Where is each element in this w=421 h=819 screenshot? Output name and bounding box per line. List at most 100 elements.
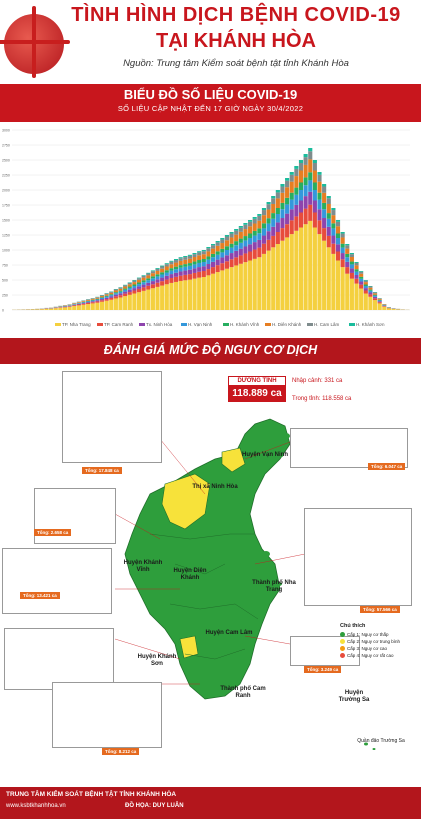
chart-bar-segment [238, 231, 243, 239]
chart-bar-segment [150, 288, 155, 310]
imported-count: Nhập cảnh: 331 ca [292, 378, 343, 384]
level-4-dot [340, 653, 345, 659]
legend-swatch [349, 323, 355, 327]
chart-bar-segment [345, 261, 350, 268]
chart-bar-segment [238, 226, 243, 228]
chart-bar-segment [155, 279, 160, 283]
chart-bar-segment [173, 266, 179, 270]
legend-item: H. Khánh Sơn [349, 322, 384, 327]
khanh-son-data-box [290, 636, 360, 666]
chart-bar-segment [331, 223, 336, 229]
chart-bar-segment [220, 248, 225, 253]
chart-bar-segment [39, 309, 44, 310]
chart-bar-segment [224, 268, 230, 310]
chart-bar-segment [164, 264, 169, 267]
legend-label: TP. Nha Trang [62, 322, 91, 327]
chart-bar-segment [215, 242, 220, 246]
legend-label: H. Diên Khánh [272, 322, 302, 327]
chart-bar-segment [187, 279, 192, 310]
chart-bar-segment [127, 289, 132, 293]
chart-bar-segment [206, 259, 211, 265]
y-tick-label: 2750 [2, 144, 10, 148]
island [262, 551, 270, 557]
chart-bar-segment [123, 288, 128, 290]
chart-bar-segment [169, 274, 174, 279]
chart-bar-segment [372, 294, 378, 296]
chart-bar-segment [113, 298, 118, 310]
chart-bar-segment [113, 293, 118, 295]
chart-bar-segment [35, 309, 40, 310]
chart-bar-segment [345, 244, 350, 246]
chart-bar-segment [127, 282, 132, 285]
header: TÌNH HÌNH DỊCH BỆNH COVID-19 TẠI KHÁNH H… [0, 0, 421, 84]
chart-bar-segment [201, 277, 206, 310]
label-khanh-son: Huyện Khánh Sơn [137, 654, 177, 667]
chart-bar-segment [331, 243, 336, 254]
chart-bar-segment [248, 251, 253, 261]
chart-bar-segment [294, 230, 299, 310]
chart-bar-segment [173, 269, 179, 273]
chart-bar-segment [178, 275, 183, 281]
chart-bar-segment [90, 303, 95, 310]
chart-bar-segment [155, 282, 160, 287]
chart-bar-segment [368, 292, 373, 295]
chart-bar-segment [326, 196, 331, 199]
risk-header: ĐÁNH GIÁ MỨC ĐỘ NGUY CƠ DỊCH [0, 338, 421, 364]
chart-header: BIỂU ĐỒ SỐ LIỆU COVID-19 SỐ LIỆU CẬP NHẬ… [0, 84, 421, 122]
chart-bar-segment [345, 273, 350, 310]
chart-bar-segment [132, 286, 137, 289]
district-boundary [149, 533, 255, 540]
footer-website[interactable]: www.ksbtkhanhhoa.vn [6, 803, 66, 809]
legend-swatch [181, 323, 187, 327]
chart-bar-segment [155, 268, 160, 269]
chart-bar-segment [183, 270, 188, 275]
van-ninh-total: Tổng: 6.047 ca [368, 463, 406, 470]
chart-bar-segment [377, 298, 382, 300]
chart-bar-segment [201, 271, 206, 277]
chart-bar-segment [252, 218, 257, 224]
chart-bar-segment [303, 157, 308, 165]
chart-bar-segment [261, 235, 267, 244]
chart-bar-segment [298, 160, 304, 163]
chart-bar-segment [160, 277, 165, 282]
level-4-label: Cấp 4: Nguy cơ rất cao [347, 653, 394, 658]
chart-bar-segment [266, 204, 271, 210]
leader-line [114, 513, 161, 540]
chart-bar-segment [377, 300, 382, 302]
chart-bar-segment [118, 287, 123, 289]
chart-bar-segment [248, 260, 253, 310]
chart-bar-segment [331, 210, 336, 216]
chart-title: BIỂU ĐỒ SỐ LIỆU COVID-19 [123, 87, 298, 102]
chart-bar-segment [335, 260, 341, 310]
chart-bar-segment [298, 170, 304, 183]
chart-bar-segment [322, 202, 327, 210]
chart-bar-segment [95, 299, 100, 301]
chart-bar-segment [252, 217, 257, 219]
chart-bar-segment [220, 252, 225, 258]
y-tick-label: 750 [2, 264, 8, 268]
chart-bar-segment [90, 299, 95, 301]
chart-bar-segment [76, 303, 81, 305]
chart-bar-segment [322, 192, 327, 203]
chart-bar-segment [275, 190, 280, 193]
chart-bar-segment [215, 265, 220, 273]
chart-bar-segment [127, 287, 132, 290]
chart-bar-segment [372, 296, 378, 299]
risk-level-3: Cấp 3: Nguy cơ cao [340, 645, 416, 652]
chart-bar-segment [248, 221, 253, 227]
chart-bar-segment [211, 244, 216, 246]
chart-bar-segment [285, 180, 290, 188]
chart-bar-segment [243, 253, 248, 263]
label-cam-lam: Huyện Cam Lâm [205, 630, 253, 636]
chart-bar-segment [62, 307, 68, 310]
chart-bar-segment [308, 159, 313, 173]
chart-bar-segment [187, 274, 192, 280]
chart-bar-segment [359, 284, 364, 289]
chart-bar-segment [340, 232, 345, 234]
label-truong-sa: Huyện Trường Sa [338, 690, 370, 703]
chart-bar-segment [266, 209, 271, 219]
legend-swatch [55, 323, 61, 327]
chart-bar-segment [136, 282, 142, 285]
chart-bar-segment [359, 278, 364, 282]
chart-bar-segment [90, 302, 95, 304]
